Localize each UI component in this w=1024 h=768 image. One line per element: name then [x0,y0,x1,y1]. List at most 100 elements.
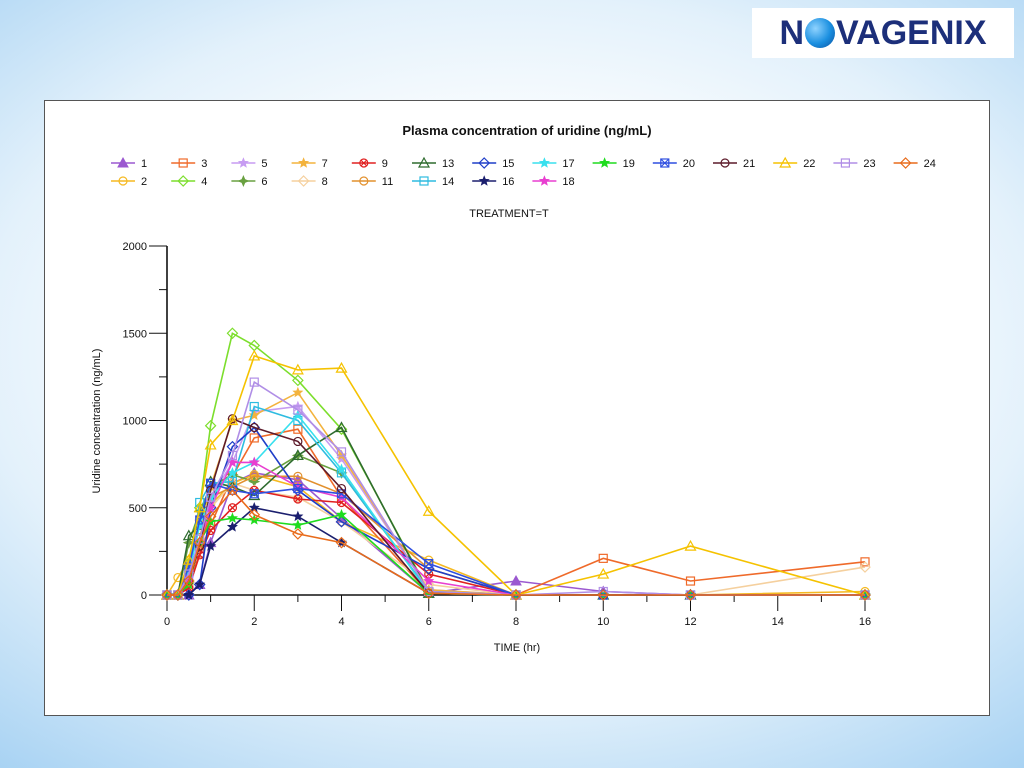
legend-label-17: 17 [562,158,574,170]
point-22-1 [204,438,217,450]
legend-marker-15 [478,157,491,169]
x-tick-label-6: 6 [426,616,432,628]
legend-entry-7: 7 [291,157,328,170]
point-15-4 [335,515,348,528]
point-22-0.75 [193,501,206,513]
legend-label-19: 19 [623,158,635,170]
legend-label-15: 15 [502,158,514,170]
concentration-chart: Plasma concentration of uridine (ng/mL) … [91,123,936,654]
point-24-1 [204,510,217,523]
point-22-1.5 [226,414,239,426]
legend-entry-9: 9 [351,158,388,170]
point-20-0.75-box [195,515,205,525]
point-8-3 [292,491,304,504]
legend-label-20: 20 [683,158,695,170]
point-11-2 [249,471,259,481]
y-tick-label-500: 500 [129,503,147,515]
y-tick-label-0: 0 [141,590,147,602]
point-9-1.5-cross [229,504,236,512]
legend-label-9: 9 [382,158,388,170]
point-16-0.75 [194,578,206,590]
legend-marker-11 [359,176,369,186]
legend-entry-1: 1 [111,156,147,170]
legend-entry-21: 21 [713,158,755,170]
point-9-1.5 [227,503,238,513]
point-24-0.5 [182,575,195,587]
point-21-3 [293,436,303,447]
point-23-1 [206,492,216,502]
point-20-2-box [249,489,259,499]
point-16-1.5 [226,521,238,532]
legend-marker-18 [538,175,550,186]
point-22-6 [422,505,435,516]
x-tick-label-10: 10 [597,616,609,628]
point-7-3 [292,386,304,398]
x-axis-label: TIME (hr) [494,642,540,654]
legend-marker-21 [720,158,730,168]
point-16-1 [205,540,217,551]
x-tick-label-8: 8 [513,616,519,628]
point-24-4 [335,536,348,549]
series-17 [161,409,871,600]
x-tick-label-16: 16 [859,616,871,628]
point-22-3 [291,363,304,375]
chart-panel: Plasma concentration of uridine (ng/mL) … [44,100,990,716]
point-23-1.5 [227,450,238,460]
legend-label-16: 16 [502,176,514,188]
point-4-3 [292,374,304,387]
point-13-4 [335,421,348,433]
legend-entry-18: 18 [532,175,575,188]
point-18-2 [248,456,260,468]
point-23-4 [336,447,347,457]
point-22-10 [597,567,610,579]
legend-marker-14 [419,176,429,186]
x-tick-label-2: 2 [251,616,257,628]
globe-icon [805,18,836,48]
legend-label-1: 1 [141,158,147,170]
legend-entry-13: 13 [412,156,454,170]
point-16-3 [292,510,304,522]
point-4-1 [204,419,217,432]
logo-text-left: N [779,13,805,52]
point-20-2-cross [249,489,259,499]
point-18-6 [423,575,435,586]
point-19-3 [292,519,304,530]
legend-label-23: 23 [863,158,875,170]
legend-marker-8 [297,175,310,187]
point-24-0.25 [172,589,184,601]
legend-entry-14: 14 [412,176,454,188]
point-11-3 [293,471,303,481]
legend-marker-6 [237,174,250,188]
series-line-4 [167,332,865,596]
legend-label-2: 2 [141,176,147,188]
legend-label-13: 13 [442,158,454,170]
point-20-6-box [424,558,434,569]
point-22-12 [684,539,697,551]
legend-label-14: 14 [442,176,454,188]
legend-entry-19: 19 [592,157,635,170]
legend-entry-15: 15 [472,157,514,170]
legend-entry-2: 2 [111,176,147,188]
point-23-3 [293,405,303,415]
legend-label-24: 24 [924,158,936,170]
point-7-2 [248,409,260,420]
series-23 [162,377,870,600]
legend-entry-16: 16 [472,175,514,188]
point-11-6 [424,564,434,574]
legend-marker-22 [779,156,792,168]
legend-marker-19 [599,157,611,168]
legend-label-18: 18 [562,176,574,188]
y-tick-label-1500: 1500 [123,328,147,340]
legend-marker-1 [117,156,129,168]
point-20-6-cross [424,559,434,569]
point-23-2 [249,377,259,387]
y-axis-label: Uridine concentration (ng/mL) [91,349,103,494]
series-line-17 [167,414,865,596]
legend-marker-4 [177,175,190,187]
x-tick-label-12: 12 [684,616,696,628]
legend-entry-20: 20 [652,158,695,170]
point-3-3 [293,424,303,434]
point-9-1.5-ring [227,503,238,513]
point-20-6 [424,558,434,569]
series-line-3 [167,428,866,596]
